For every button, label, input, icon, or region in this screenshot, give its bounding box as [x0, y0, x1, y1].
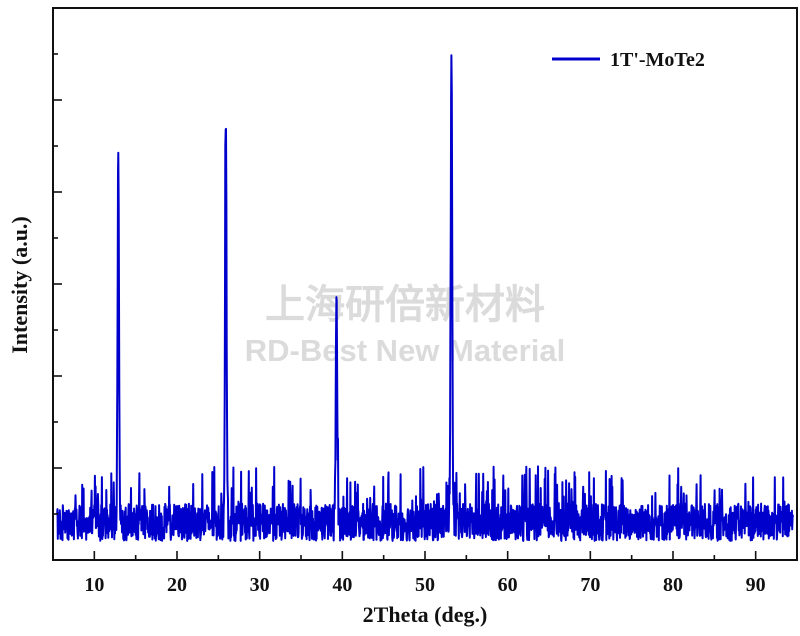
x-tick-label: 50 [415, 574, 435, 596]
x-tick-label: 10 [84, 574, 104, 596]
x-axis-title: 2Theta (deg.) [363, 602, 488, 627]
plot-area [53, 8, 797, 560]
series-line-1t-mote2 [56, 54, 794, 542]
legend-label: 1T'-MoTe2 [610, 49, 705, 71]
x-tick-label: 20 [167, 574, 187, 596]
watermark-cn: 上海研倍新材料 [265, 282, 545, 328]
watermark-en: RD-Best New Material [245, 333, 565, 368]
x-tick-label: 30 [250, 574, 270, 596]
y-axis-ticks [53, 53, 62, 515]
y-axis-title: Intensity (a.u.) [7, 216, 32, 354]
x-axis-ticks: 10 20 30 40 50 60 70 80 90 [52, 551, 798, 596]
x-tick-label: 90 [746, 574, 766, 596]
x-tick-label: 80 [663, 574, 683, 596]
x-tick-label: 40 [332, 574, 352, 596]
x-tick-label: 70 [580, 574, 600, 596]
x-tick-label: 60 [498, 574, 518, 596]
